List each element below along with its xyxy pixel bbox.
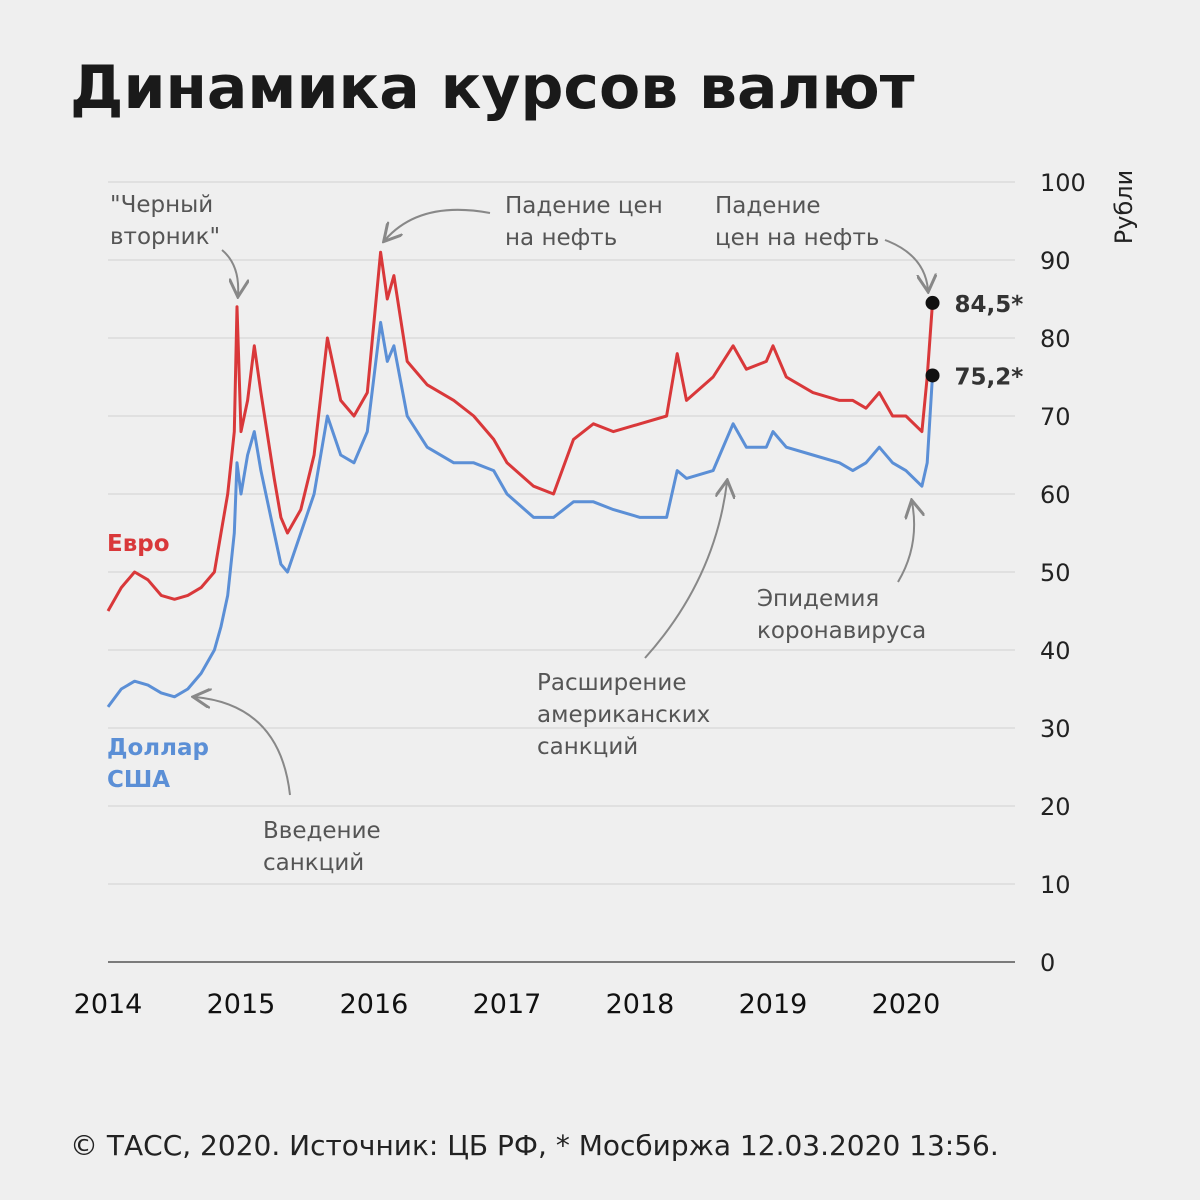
- annotations: "Черный вторник" Падение цен на нефть Па…: [110, 192, 928, 876]
- arrow: [195, 697, 291, 796]
- arrow: [221, 249, 238, 295]
- annotation: вторник": [110, 224, 220, 250]
- arrow: [644, 482, 727, 659]
- annotation: Падение: [715, 193, 821, 219]
- value-label: 84,5*: [955, 292, 1024, 318]
- y-tick-label: 20: [1040, 793, 1071, 821]
- annotation: Эпидемия: [757, 586, 879, 612]
- legend-entry: Евро: [107, 531, 170, 557]
- y-tick-label: 90: [1040, 247, 1071, 275]
- y-tick-label: 10: [1040, 871, 1071, 899]
- value-label: 75,2*: [955, 364, 1024, 390]
- annotation: цен на нефть: [715, 225, 879, 251]
- x-tick-label: 2014: [74, 989, 143, 1020]
- x-tick-label: 2020: [872, 989, 941, 1020]
- annotation: коронавируса: [757, 618, 926, 644]
- legend-entry: Доллар США: [107, 735, 209, 793]
- line: [106, 320, 934, 708]
- arrow: [385, 208, 491, 240]
- annotation: на нефть: [505, 225, 617, 251]
- annotation: американских: [537, 702, 710, 728]
- y-axis-label: Рубли: [1110, 170, 1138, 244]
- annotation: санкций: [263, 850, 364, 876]
- x-tick-label: 2015: [207, 989, 276, 1020]
- chart-title: Динамика курсов валют: [70, 53, 915, 123]
- y-tick-label: 70: [1040, 403, 1071, 431]
- source: © ТАСС, 2020. Источник: ЦБ РФ, * Мосбирж…: [70, 1129, 999, 1162]
- y-tick-label: 30: [1040, 715, 1071, 743]
- arrow: [884, 239, 928, 290]
- y-tick-label: 40: [1040, 637, 1071, 665]
- line: [106, 250, 934, 612]
- x-tick-label: 2019: [739, 989, 808, 1020]
- x-tick-label: 2017: [473, 989, 542, 1020]
- x-tick-label: 2018: [606, 989, 675, 1020]
- y-tick-label: 50: [1040, 559, 1071, 587]
- end-point: [925, 368, 940, 383]
- y-tick-label: 60: [1040, 481, 1071, 509]
- arrow: [897, 502, 914, 583]
- y-tick-label: 80: [1040, 325, 1071, 353]
- annotation: Расширение: [537, 670, 687, 696]
- end-point: [925, 295, 940, 310]
- y-tick-label: 0: [1040, 949, 1055, 977]
- annotation: Падение цен: [505, 193, 663, 219]
- y-tick-label: 100: [1040, 169, 1086, 197]
- annotation: санкций: [537, 734, 638, 760]
- x-tick-label: 2016: [340, 989, 409, 1020]
- annotation: "Черный: [110, 192, 213, 218]
- annotation: Введение: [263, 818, 381, 844]
